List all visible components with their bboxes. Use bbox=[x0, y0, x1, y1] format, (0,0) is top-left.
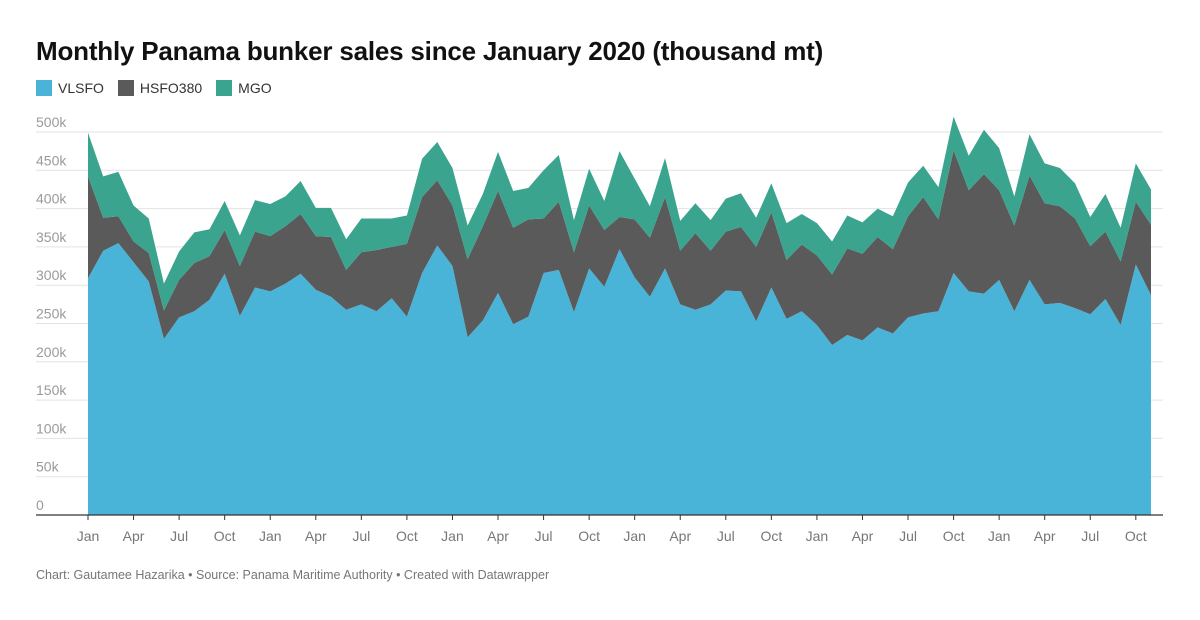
y-tick-label: 300k bbox=[36, 267, 67, 283]
legend-swatch-hsfo380 bbox=[117, 80, 134, 96]
x-tick-label: Apr bbox=[1034, 528, 1056, 544]
legend-swatch-vlsfo bbox=[36, 80, 52, 96]
x-tick-label: Jul bbox=[899, 528, 917, 544]
x-tick-label: Oct bbox=[396, 528, 418, 544]
area-vlsfo bbox=[88, 243, 1151, 515]
legend-item-mgo: MGO bbox=[216, 80, 272, 96]
y-tick-label: 350k bbox=[36, 229, 67, 245]
area-series bbox=[88, 116, 1151, 515]
x-tick-label: Jul bbox=[170, 528, 188, 544]
y-tick-label: 150k bbox=[36, 382, 67, 398]
y-tick-label: 400k bbox=[36, 191, 67, 207]
x-tick-label: Jan bbox=[623, 528, 646, 544]
x-tick-label: Jul bbox=[535, 528, 553, 544]
legend-item-vlsfo: VLSFO bbox=[36, 80, 104, 96]
legend-label-hsfo380: HSFO380 bbox=[139, 80, 203, 96]
y-tick-label: 0 bbox=[36, 497, 44, 513]
x-tick-label: Jan bbox=[988, 528, 1011, 544]
x-tick-label: Oct bbox=[578, 528, 600, 544]
legend-item-hsfo380: HSFO380 bbox=[117, 80, 203, 96]
chart-title: Monthly Panama bunker sales since Januar… bbox=[36, 36, 824, 66]
x-tick-label: Oct bbox=[214, 528, 236, 544]
y-tick-label: 250k bbox=[36, 306, 67, 322]
y-tick-label: 100k bbox=[36, 420, 67, 436]
x-tick-label: Jan bbox=[77, 528, 100, 544]
legend-label-mgo: MGO bbox=[238, 80, 272, 96]
legend: VLSFO HSFO380 MGO bbox=[36, 80, 272, 96]
y-tick-label: 50k bbox=[36, 459, 60, 475]
x-tick-label: Apr bbox=[669, 528, 691, 544]
x-tick-label: Jul bbox=[1081, 528, 1099, 544]
area-hsfo380 bbox=[88, 150, 1151, 345]
y-tick-label: 450k bbox=[36, 152, 67, 168]
x-tick-label: Apr bbox=[852, 528, 874, 544]
x-tick-label: Jul bbox=[352, 528, 370, 544]
y-tick-label: 200k bbox=[36, 344, 67, 360]
legend-label-vlsfo: VLSFO bbox=[58, 80, 104, 96]
x-tick-label: Apr bbox=[487, 528, 509, 544]
x-tick-label: Oct bbox=[943, 528, 965, 544]
x-tick-label: Jan bbox=[806, 528, 829, 544]
area-mgo bbox=[88, 116, 1151, 311]
x-tick-label: Jan bbox=[259, 528, 282, 544]
y-tick-label: 500k bbox=[36, 114, 67, 130]
x-tick-label: Jan bbox=[441, 528, 464, 544]
x-tick-label: Oct bbox=[1125, 528, 1147, 544]
x-tick-label: Oct bbox=[760, 528, 782, 544]
legend-swatch-mgo bbox=[216, 80, 233, 96]
footer-credit: Chart: Gautamee Hazarika • Source: Panam… bbox=[36, 568, 550, 582]
x-tick-label: Jul bbox=[717, 528, 735, 544]
x-tick-label: Apr bbox=[123, 528, 145, 544]
y-axis-labels: 0 50k 100k 150k 200k 250k 300k 350k 400k 450k 500k bbox=[36, 114, 67, 513]
x-axis: Jan Apr Jul Oct Jan Apr Jul Oct Jan Apr Jul Oct Jan A… bbox=[36, 514, 1163, 544]
x-tick-label: Apr bbox=[305, 528, 327, 544]
